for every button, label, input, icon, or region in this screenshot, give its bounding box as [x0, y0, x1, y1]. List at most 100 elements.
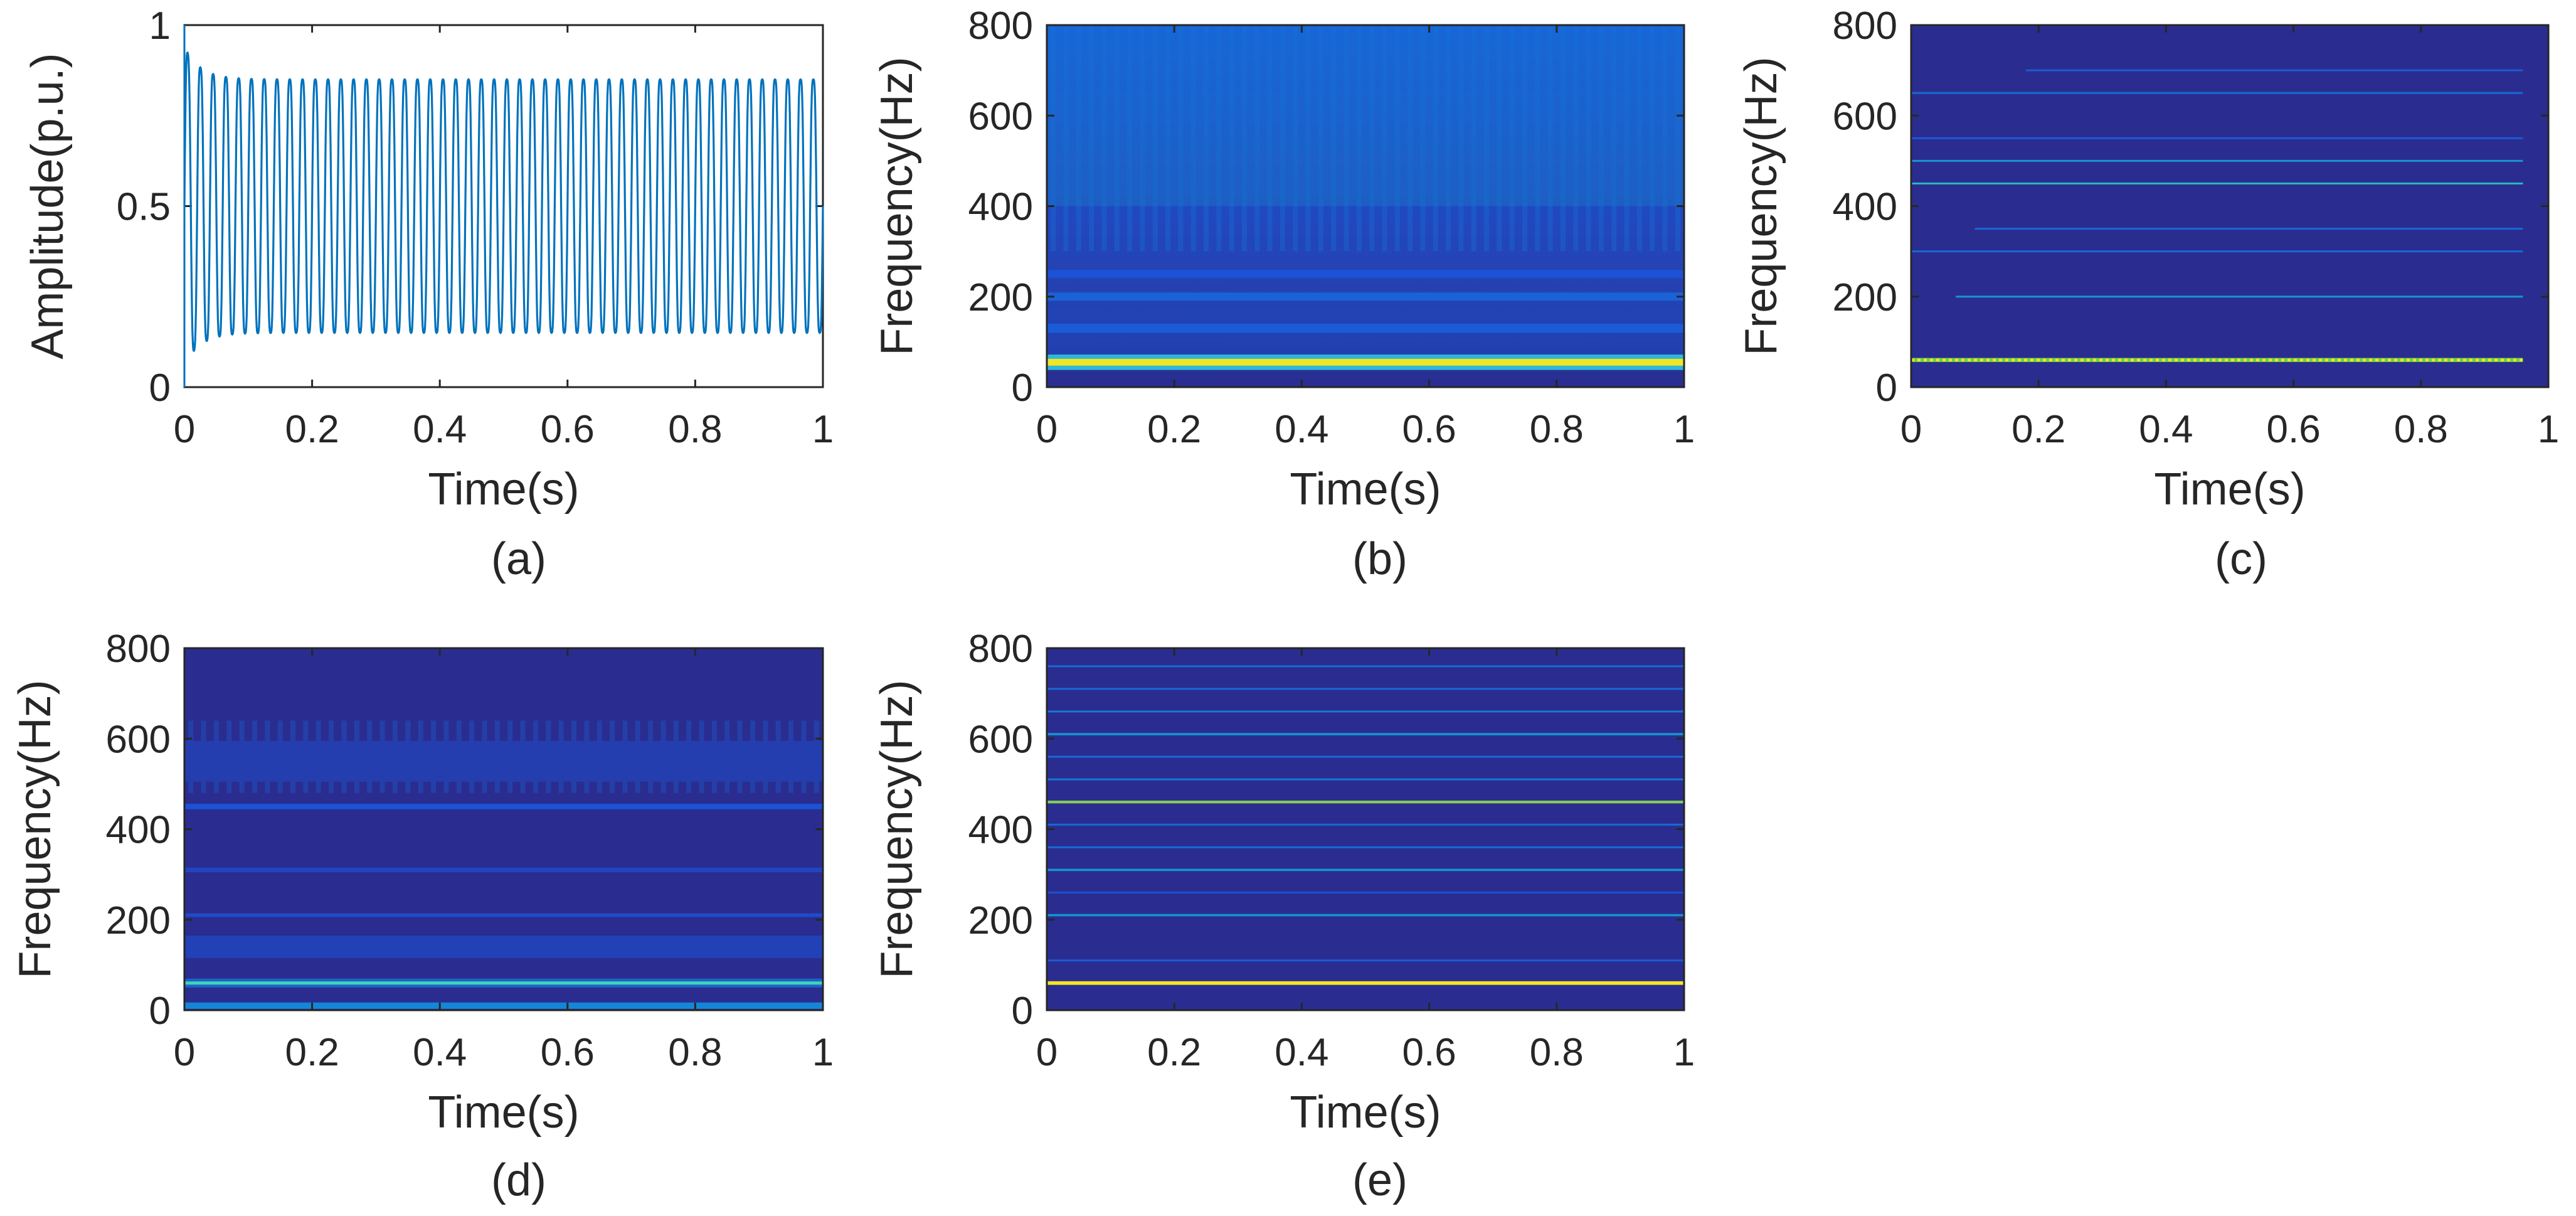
panel-b: 0 0.2 0.4 0.6 0.8 1 0 200 400 600 800 Time(s) Freque… — [872, 4, 1695, 584]
x-tick-label: 0 — [174, 1031, 195, 1074]
x-axis-label: Time(s) — [2154, 464, 2305, 515]
y-tick-label: 0 — [1012, 366, 1033, 410]
panel-caption: (b) — [1352, 534, 1407, 584]
spectral-stripe — [1089, 25, 1095, 252]
frequency-band — [1911, 250, 2523, 253]
waveform-line — [183, 51, 824, 352]
panel-caption: (e) — [1352, 1155, 1407, 1205]
x-tick-label: 0 — [174, 408, 195, 451]
y-tick-label: 1 — [149, 4, 171, 48]
panel-a: 0 0.2 0.4 0.6 0.8 1 0 0.5 1 Time(s) Amplitude(p.u.… — [23, 4, 834, 584]
y-tick-label: 0 — [1876, 366, 1897, 410]
y-tick-label: 800 — [968, 627, 1033, 671]
spectral-stripe — [1662, 25, 1668, 252]
spectral-stripe — [1280, 25, 1285, 252]
x-tick-label: 1 — [812, 408, 834, 451]
spectral-stripe — [1305, 25, 1311, 252]
spectral-stripe — [1356, 25, 1362, 252]
x-axis-label: Time(s) — [428, 1087, 579, 1138]
frequency-band — [1047, 914, 1684, 917]
x-tick-label: 0.4 — [2139, 408, 2193, 451]
y-tick-label: 600 — [1833, 95, 1897, 138]
frequency-band — [1047, 688, 1684, 690]
spectral-stripe — [1484, 25, 1490, 252]
y-tick-label: 0.5 — [117, 186, 171, 229]
frequency-band — [184, 981, 823, 985]
panel-e: 0 0.2 0.4 0.6 0.8 1 0 200 400 600 800 Time(s) Freque… — [872, 627, 1695, 1205]
y-tick-label: 200 — [106, 899, 171, 942]
spectral-stripe — [1344, 25, 1349, 252]
panel-caption: (c) — [2215, 534, 2267, 584]
spectral-stripe — [1101, 25, 1107, 252]
spectral-stripe — [1420, 25, 1426, 252]
frequency-band — [1047, 778, 1684, 781]
y-tick-label: 400 — [106, 809, 171, 852]
spectral-stripe — [1076, 25, 1081, 252]
spectral-stripe — [1190, 25, 1196, 252]
spectral-stripe — [1152, 25, 1158, 252]
spectral-stripe — [1051, 25, 1056, 252]
y-tick-label: 800 — [106, 627, 171, 671]
frequency-band — [1047, 891, 1684, 893]
x-tick-label: 1 — [1673, 408, 1695, 451]
y-axis-label: Frequency(Hz) — [872, 680, 922, 978]
frequency-band — [1047, 868, 1684, 872]
spectral-stripe — [1650, 25, 1655, 252]
x-tick-label: 0.8 — [2394, 408, 2448, 451]
x-tick-label: 0.2 — [1147, 1031, 1201, 1074]
frequency-band — [1047, 665, 1684, 668]
frequency-band — [1974, 228, 2523, 230]
spectral-stripe — [1433, 25, 1438, 252]
frequency-band — [1047, 358, 1684, 366]
frequency-band — [1047, 292, 1684, 301]
frequency-band — [1047, 959, 1684, 962]
y-tick-label: 200 — [968, 899, 1033, 942]
spectral-stripe — [1204, 25, 1209, 252]
frequency-band — [1911, 92, 2523, 94]
frequency-band — [184, 740, 823, 782]
spectral-stripe — [1509, 25, 1515, 252]
spectral-stripe — [1254, 25, 1260, 252]
panel-c: 0 0.2 0.4 0.6 0.8 1 0 200 400 600 800 Time(s) Freque… — [1736, 4, 2559, 584]
y-axis-label: Frequency(Hz) — [872, 56, 922, 355]
spectral-stripe — [1063, 25, 1069, 252]
frequency-band — [1911, 358, 2523, 362]
spectral-stripe — [1331, 25, 1337, 252]
x-tick-label: 0.6 — [541, 1031, 595, 1074]
panel-caption: (d) — [491, 1155, 546, 1205]
x-tick-label: 0.4 — [1275, 1031, 1328, 1074]
spectral-stripe — [1522, 25, 1527, 252]
panel-d: 0 0.2 0.4 0.6 0.8 1 0 200 400 600 800 Time(s) Freque… — [10, 627, 834, 1205]
spectral-stripe — [1573, 25, 1579, 252]
frequency-band — [1047, 733, 1684, 735]
spectral-stripe — [1293, 25, 1298, 252]
frequency-band — [1047, 846, 1684, 848]
x-axis-label: Time(s) — [1290, 464, 1441, 515]
frequency-band — [1047, 324, 1684, 333]
spectral-stripe — [1216, 25, 1222, 252]
y-tick-label: 400 — [968, 809, 1033, 852]
spectral-stripe — [1675, 25, 1680, 252]
spectral-stripe — [1127, 25, 1133, 252]
y-tick-label: 800 — [968, 4, 1033, 48]
x-tick-label: 0.4 — [413, 408, 467, 451]
frequency-band — [184, 935, 823, 959]
x-tick-label: 0.2 — [1147, 408, 1201, 451]
frequency-band — [1047, 755, 1684, 758]
spectral-stripe — [1497, 25, 1502, 252]
y-tick-label: 0 — [1012, 989, 1033, 1033]
frequency-band — [2025, 69, 2523, 72]
x-tick-label: 1 — [2538, 408, 2559, 451]
spectral-stripe — [1636, 25, 1642, 252]
spectral-stripe — [1586, 25, 1591, 252]
spectral-stripe — [1446, 25, 1451, 252]
y-tick-label: 400 — [968, 186, 1033, 229]
spectral-stripe — [1178, 25, 1184, 252]
spectral-stripe — [1267, 25, 1273, 252]
spectral-stripe — [1458, 25, 1464, 252]
x-tick-label: 0 — [1900, 408, 1922, 451]
spectral-stripe — [1407, 25, 1413, 252]
spectral-stripe — [1114, 25, 1120, 252]
spectrogram-region — [1047, 25, 1684, 206]
